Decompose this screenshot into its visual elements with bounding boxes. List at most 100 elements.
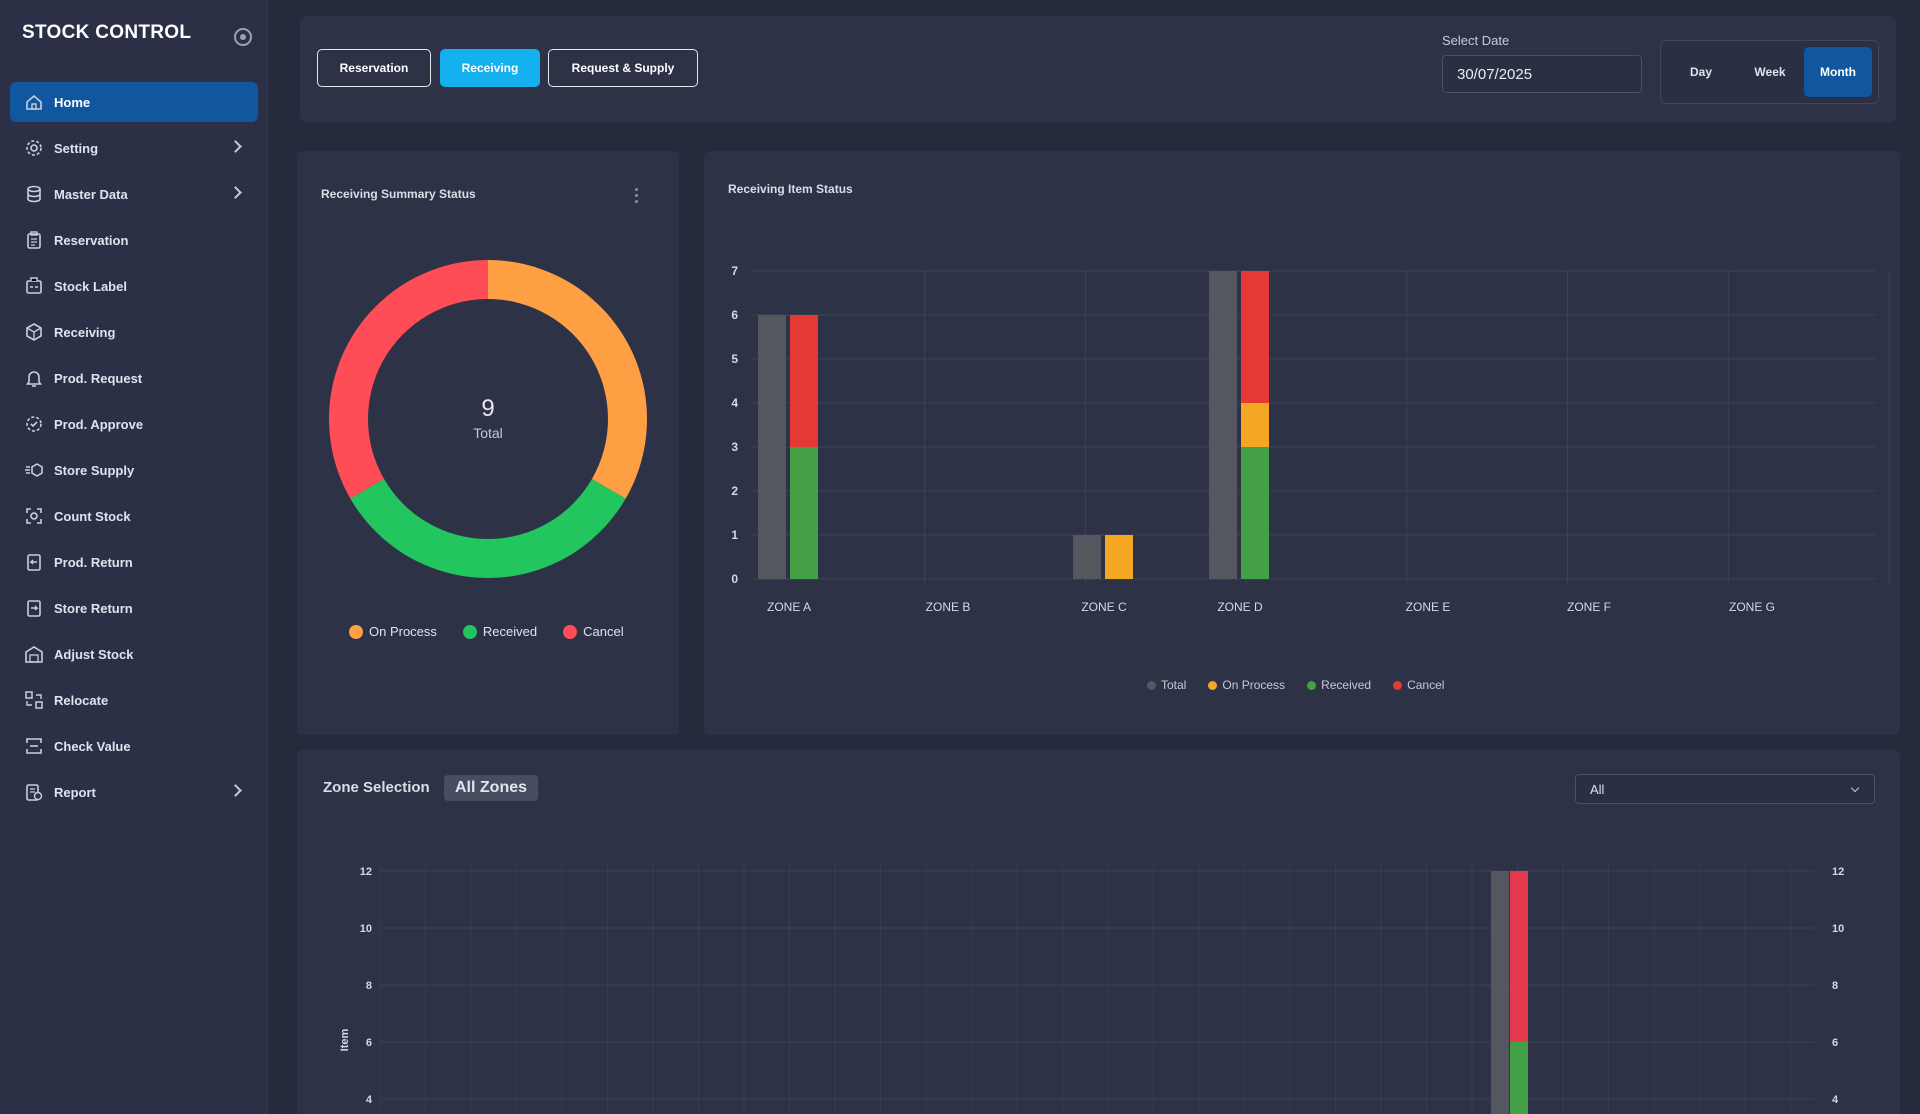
sidebar-item-count-stock[interactable]: Count Stock: [10, 496, 258, 536]
bar-received: [790, 447, 818, 579]
sidebar-item-label: Report: [54, 784, 96, 800]
date-input[interactable]: 30/07/2025: [1442, 55, 1642, 93]
sidebar-item-label: Prod. Request: [54, 370, 143, 386]
donut-slice-cancel: [329, 260, 488, 499]
clipboard-icon: [24, 230, 44, 250]
sidebar-toggle-icon[interactable]: [234, 28, 252, 46]
donut-center-value: 9: [481, 395, 494, 422]
gear-icon: [24, 138, 44, 158]
x-tick-label: ZONE E: [1406, 600, 1451, 614]
sidebar-item-label: Stock Label: [54, 278, 127, 294]
sidebar-item-adjust-stock[interactable]: Adjust Stock: [10, 634, 258, 674]
period-month-button[interactable]: Month: [1804, 47, 1872, 97]
legend-cancel: Cancel: [563, 624, 624, 639]
store-return-icon: [24, 598, 44, 618]
bar-cancel: [1241, 271, 1269, 403]
bar-on-process: [1241, 403, 1269, 447]
sidebar-item-master-data[interactable]: Master Data: [10, 174, 258, 214]
zone-selection-card: [297, 750, 1900, 1114]
sidebar-item-label: Store Return: [54, 600, 133, 616]
chevron-right-icon: [229, 140, 242, 153]
sidebar-item-label: Count Stock: [54, 508, 131, 524]
y-tick-label: 4: [731, 396, 738, 410]
sidebar-item-receiving[interactable]: Receiving: [10, 312, 258, 352]
sidebar-item-label: Receiving: [54, 324, 116, 340]
sidebar-item-label: Check Value: [54, 738, 131, 754]
warehouse-icon: [24, 644, 44, 664]
legend-on-process: On Process: [349, 624, 437, 639]
sidebar-item-label: Master Data: [54, 186, 128, 202]
sidebar-item-stock-label[interactable]: Stock Label: [10, 266, 258, 306]
bell-icon: [24, 368, 44, 388]
period-day-button[interactable]: Day: [1689, 65, 1712, 79]
sidebar-item-label: Relocate: [54, 692, 109, 708]
donut-center-label: Total: [473, 425, 503, 441]
sidebar-item-home[interactable]: Home: [10, 82, 258, 122]
sidebar-item-prod-approve[interactable]: Prod. Approve: [10, 404, 258, 444]
chevron-down-icon: [1850, 783, 1860, 793]
database-icon: [24, 184, 44, 204]
sidebar-item-label: Home: [54, 94, 91, 110]
y-tick-label: 5: [731, 352, 738, 366]
sidebar-item-relocate[interactable]: Relocate: [10, 680, 258, 720]
legend-received: Received: [462, 624, 537, 639]
relocate-icon: [24, 690, 44, 710]
zone-filter-value: All: [1590, 781, 1605, 797]
sidebar-item-setting[interactable]: Setting: [10, 128, 258, 168]
y-tick-label: 2: [731, 484, 738, 498]
select-date-label: Select Date: [1442, 33, 1510, 48]
y-tick-label: 7: [731, 264, 738, 278]
zone-selection-title: Zone Selection: [323, 779, 430, 796]
sidebar-item-label: Prod. Approve: [54, 416, 144, 432]
tab-request-supply[interactable]: Request & Supply: [548, 49, 698, 87]
x-tick-label: ZONE B: [926, 600, 971, 614]
sidebar-item-label: Reservation: [54, 232, 129, 248]
more-options-icon[interactable]: [635, 188, 639, 204]
check-value-icon: [24, 736, 44, 756]
y-tick-label: 0: [731, 572, 738, 586]
item-status-card: Receiving Item Status 0 1 2 3 4 5 6 7 ZONE A ZONE…: [704, 151, 1900, 735]
tab-receiving[interactable]: Receiving: [440, 49, 540, 87]
x-tick-label: ZONE G: [1729, 600, 1775, 614]
sidebar-item-store-return[interactable]: Store Return: [10, 588, 258, 628]
bar-cancel: [790, 315, 818, 447]
y-tick-label: 1: [731, 528, 738, 542]
sidebar-item-label: Prod. Return: [54, 554, 133, 570]
summary-donut-chart: 9 Total: [329, 260, 647, 578]
sidebar-item-check-value[interactable]: Check Value: [10, 726, 258, 766]
period-week-button[interactable]: Week: [1754, 65, 1786, 79]
all-zones-chip[interactable]: All Zones: [444, 775, 539, 801]
bar-total: [1073, 535, 1101, 579]
box-receive-icon: [24, 322, 44, 342]
summary-card-title: Receiving Summary Status: [321, 187, 476, 201]
bar-total: [1209, 271, 1237, 579]
zone-filter-select[interactable]: All: [1575, 774, 1875, 804]
top-toolbar: Reservation Receiving Request & Supply S…: [300, 16, 1896, 122]
sidebar-item-store-supply[interactable]: Store Supply: [10, 450, 258, 490]
sidebar-item-reservation[interactable]: Reservation: [10, 220, 258, 260]
return-icon: [24, 552, 44, 572]
label-icon: [24, 276, 44, 296]
sidebar-item-report[interactable]: Report: [10, 772, 258, 812]
summary-legend: On Process Received Cancel: [349, 624, 650, 639]
tab-reservation[interactable]: Reservation: [317, 49, 431, 87]
bar-received: [1241, 447, 1269, 579]
chevron-right-icon: [229, 784, 242, 797]
legend-total: Total: [1147, 678, 1186, 692]
legend-cancel: Cancel: [1393, 678, 1444, 692]
sidebar-item-prod-return[interactable]: Prod. Return: [10, 542, 258, 582]
delivery-icon: [24, 460, 44, 480]
gear-check-icon: [24, 414, 44, 434]
x-tick-label: ZONE D: [1217, 600, 1263, 614]
sidebar-nav: Home Setting Master Data Reservation Stock L…: [10, 82, 258, 818]
summary-status-card: Receiving Summary Status 9 Total On Proc…: [297, 151, 679, 735]
app-title: STOCK CONTROL: [22, 22, 192, 43]
sidebar-item-prod-request[interactable]: Prod. Request: [10, 358, 258, 398]
x-tick-label: ZONE A: [767, 600, 811, 614]
sidebar-item-label: Setting: [54, 140, 99, 156]
legend-received: Received: [1307, 678, 1371, 692]
y-tick-label: 3: [731, 440, 738, 454]
x-tick-label: ZONE C: [1081, 600, 1127, 614]
legend-on-process: On Process: [1208, 678, 1285, 692]
period-toggle-group: Day Week Month: [1660, 40, 1879, 104]
